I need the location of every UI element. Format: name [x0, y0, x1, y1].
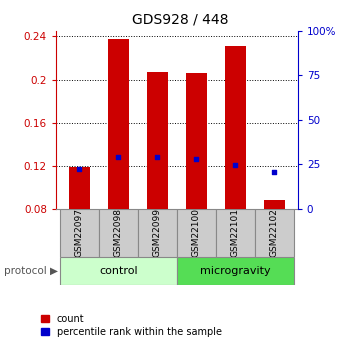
Text: GDS928 / 448: GDS928 / 448 [132, 12, 229, 26]
Bar [186, 73, 207, 209]
Point [116, 154, 121, 160]
Bar [99, 209, 138, 257]
Bar [60, 257, 177, 285]
Point [271, 169, 277, 175]
Point [232, 162, 238, 167]
Text: GSM22098: GSM22098 [114, 208, 123, 257]
Point [193, 156, 199, 162]
Bar [264, 200, 285, 209]
Text: GSM22102: GSM22102 [270, 208, 279, 257]
Bar [108, 39, 129, 209]
Point [77, 166, 82, 172]
Bar [255, 209, 294, 257]
Bar [138, 209, 177, 257]
Text: GSM22100: GSM22100 [192, 208, 201, 257]
Text: control: control [99, 266, 138, 276]
Bar [216, 209, 255, 257]
Bar [69, 167, 90, 209]
Text: microgravity: microgravity [200, 266, 271, 276]
Bar [225, 46, 246, 209]
Bar [177, 257, 294, 285]
Bar [147, 72, 168, 209]
Text: GSM22101: GSM22101 [231, 208, 240, 257]
Legend: count, percentile rank within the sample: count, percentile rank within the sample [41, 314, 222, 337]
Text: GSM22099: GSM22099 [153, 208, 162, 257]
Bar [177, 209, 216, 257]
Point [155, 154, 160, 160]
Bar [60, 209, 99, 257]
Text: protocol ▶: protocol ▶ [4, 266, 58, 276]
Text: GSM22097: GSM22097 [75, 208, 84, 257]
